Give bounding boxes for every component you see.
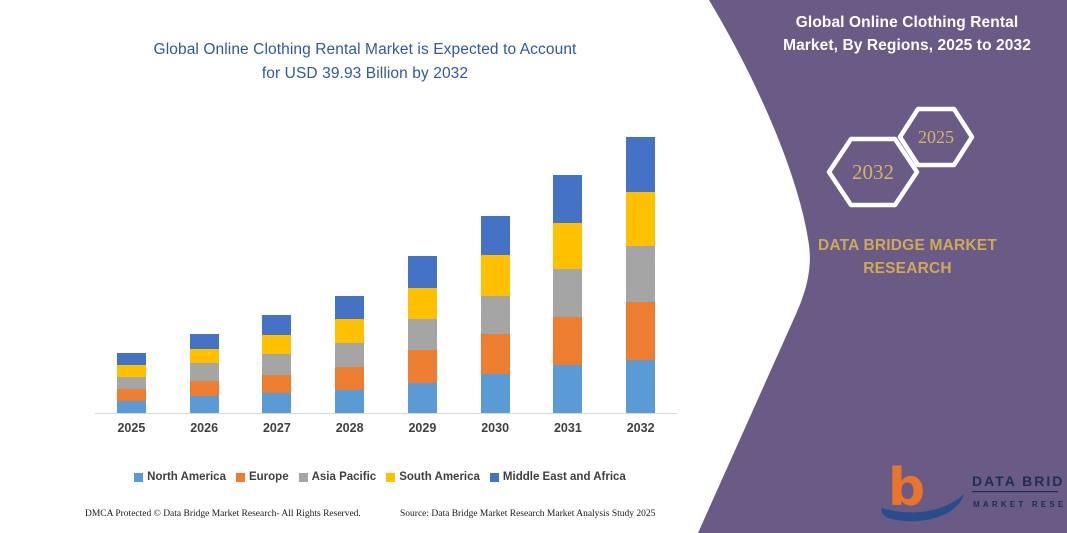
bar-segment xyxy=(189,349,219,363)
bar-segment xyxy=(116,401,146,413)
bar-segment xyxy=(189,381,219,396)
logo-mark-icon: b xyxy=(881,459,964,522)
bar-segment xyxy=(335,343,365,367)
x-axis-labels: 2025 2026 2027 2028 2029 2030 2031 2032 xyxy=(95,421,677,435)
bar-segment xyxy=(480,255,510,296)
legend-label: Middle East and Africa xyxy=(502,471,626,483)
legend-label: Europe xyxy=(248,471,289,483)
hexagon-2032-label: 2032 xyxy=(852,160,894,184)
bar-segment xyxy=(407,319,437,350)
stacked-bar-2026 xyxy=(189,334,219,413)
bar-segment xyxy=(480,216,510,255)
x-axis-label: 2025 xyxy=(117,421,146,435)
x-axis-label: 2027 xyxy=(262,421,291,435)
x-axis-label: 2030 xyxy=(481,421,510,435)
stacked-bar-2025 xyxy=(116,353,146,413)
legend-swatch-icon xyxy=(134,472,144,482)
bar-segment xyxy=(262,393,292,413)
x-axis-label: 2026 xyxy=(190,421,219,435)
stacked-bar-2027 xyxy=(262,315,292,413)
stacked-bar-2028 xyxy=(335,296,365,413)
bar-segment xyxy=(116,353,146,365)
panel-title: Global Online Clothing Rental Market, By… xyxy=(783,14,1031,55)
svg-text:b: b xyxy=(888,459,925,518)
bar-segment xyxy=(189,396,219,413)
bar-segment xyxy=(553,223,583,269)
legend-swatch-icon xyxy=(235,472,245,482)
stacked-bar-2031 xyxy=(553,175,583,413)
stacked-bar-2030 xyxy=(480,216,510,413)
bar-segment xyxy=(335,390,365,413)
bar-segment xyxy=(407,288,437,319)
bar-segment xyxy=(189,363,219,381)
bar-segment xyxy=(480,334,510,374)
hexagon-2025: 2025 xyxy=(897,106,975,168)
bar-segment xyxy=(116,389,146,401)
bar-segment xyxy=(189,334,219,349)
x-axis-label: 2029 xyxy=(408,421,437,435)
logo-name-text: DATA BRIDGE xyxy=(972,473,1064,489)
bar-segment xyxy=(626,246,656,302)
bar-segment xyxy=(626,302,656,360)
x-axis-label: 2032 xyxy=(626,421,655,435)
hexagon-2032: 2032 xyxy=(826,136,920,208)
year-hexagons: 2025 2032 xyxy=(826,106,975,208)
bar-segment xyxy=(116,377,146,389)
chart-title: Global Online Clothing Rental Market is … xyxy=(153,41,577,83)
bar-segment xyxy=(335,319,365,343)
legend-swatch-icon xyxy=(298,472,308,482)
hexagon-2025-label: 2025 xyxy=(918,127,954,147)
legend-item: North America xyxy=(134,471,226,483)
bar-segment xyxy=(553,175,583,223)
legend-item: South America xyxy=(386,471,480,483)
logo-wordmark: DATA BRIDGE MARKET RESEARCH xyxy=(972,473,1064,509)
stacked-bar-2029 xyxy=(407,256,437,413)
bar-segment xyxy=(116,365,146,377)
bar-segment xyxy=(553,365,583,413)
bar-segment xyxy=(626,360,656,413)
legend-label: North America xyxy=(147,471,226,483)
legend-item: Middle East and Africa xyxy=(489,471,626,483)
legend-item: Europe xyxy=(235,471,289,483)
bar-segment xyxy=(335,367,365,390)
brand-name-text: DATA BRIDGE MARKET RESEARCH xyxy=(818,237,997,278)
bar-segment xyxy=(626,137,656,192)
copyright-text: DMCA Protected © Data Bridge Market Rese… xyxy=(85,509,361,519)
bar-segment xyxy=(626,192,656,246)
legend-label: Asia Pacific xyxy=(311,471,377,483)
bar-segment xyxy=(480,374,510,413)
bar-segment xyxy=(553,269,583,317)
bar-segment xyxy=(407,350,437,383)
bar-segment xyxy=(262,315,292,335)
legend-swatch-icon xyxy=(489,472,499,482)
bar-segment xyxy=(480,296,510,334)
bar-segment xyxy=(407,383,437,413)
data-bridge-logo: b DATA BRIDGE MARKET RESEARCH xyxy=(881,459,1064,522)
legend-swatch-icon xyxy=(386,472,396,482)
source-text: Source: Data Bridge Market Research Mark… xyxy=(400,509,656,519)
plot-area xyxy=(95,100,677,414)
x-axis-label: 2031 xyxy=(553,421,582,435)
purple-wedge-shape xyxy=(698,0,1067,533)
legend-label: South America xyxy=(399,471,480,483)
legend-item: Asia Pacific xyxy=(298,471,377,483)
logo-subname-text: MARKET RESEARCH xyxy=(973,500,1064,509)
bar-segment xyxy=(335,296,365,319)
chart-legend: North America Europe Asia Pacific South Ame… xyxy=(80,471,680,483)
stacked-bar-2032 xyxy=(626,137,656,413)
bar-segment xyxy=(262,354,292,375)
bar-segment xyxy=(407,256,437,288)
bar-segment xyxy=(553,317,583,365)
bar-segment xyxy=(262,335,292,354)
x-axis-label: 2028 xyxy=(335,421,364,435)
bar-segment xyxy=(262,375,292,393)
